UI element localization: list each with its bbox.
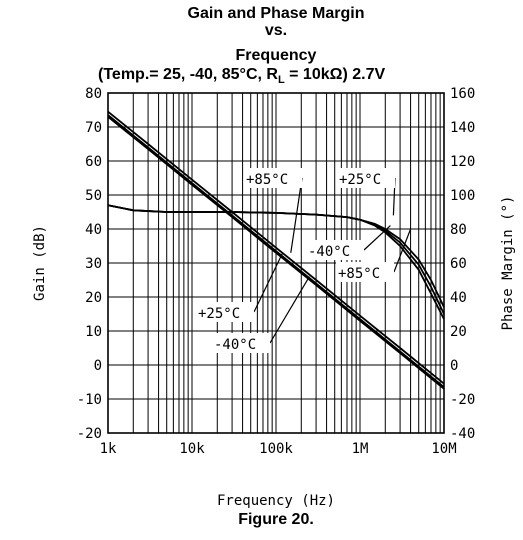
annotation-25c-gain: +25°C: [198, 306, 240, 322]
left-tick-label: 20: [85, 290, 102, 306]
right-tick-label: 100: [450, 188, 475, 204]
annotation-leader: [363, 225, 391, 251]
title-line-3: Frequency: [236, 47, 317, 64]
x-axis-ticks: 1k 10k 100k 1M 10M: [100, 441, 457, 457]
annotation-bg-3: [306, 240, 364, 260]
x-axis-label: Frequency (Hz): [217, 493, 335, 509]
title-line-2: vs.: [265, 22, 287, 39]
x-tick-label: 1k: [100, 441, 117, 457]
annotation-bg-6: [212, 333, 270, 353]
title-line-1: Gain and Phase Margin: [188, 5, 365, 22]
annotation-leader: [253, 252, 284, 313]
right-tick-label: 20: [450, 324, 467, 340]
left-tick-label: 0: [94, 358, 102, 374]
x-tick-label: 10M: [431, 441, 456, 457]
right-tick-label: 140: [450, 120, 475, 136]
curves: [107, 110, 445, 390]
right-tick-label: 0: [450, 358, 458, 374]
annotation-leader: [290, 177, 303, 253]
annotation-leaders: [253, 177, 412, 344]
y-axis-label-right: Phase Margin (°): [500, 196, 516, 331]
right-tick-label: 160: [450, 86, 475, 102]
left-tick-label: 50: [85, 188, 102, 204]
left-tick-label: 60: [85, 154, 102, 170]
title-line-4: (Temp.= 25, -40, 85°C, RL = 10kΩ) 2.7V: [98, 66, 385, 86]
title-line-4-subscript: L: [278, 74, 285, 86]
title-line-4-part-1: (Temp.= 25, -40, 85°C, R: [98, 66, 278, 83]
figure-caption: Figure 20.: [238, 511, 314, 528]
title-line-4-part-3: = 10kΩ) 2.7V: [285, 66, 386, 83]
left-tick-label: 30: [85, 256, 102, 272]
annotation-bg-5: [196, 302, 254, 322]
phase-curve: [107, 204, 445, 320]
gain-curve: [107, 114, 445, 388]
annotation-25c-top: +25°C: [339, 172, 381, 188]
annotation-bg-2: [337, 168, 395, 188]
annotation-bg-4: [336, 262, 394, 282]
plot-frame: [107, 92, 445, 434]
right-axis-ticks: 160 140 120 100 80 60 40 20 0 -20 -40: [450, 86, 475, 442]
annotation-minus40c-phase: -40°C: [308, 244, 350, 260]
chart-title: Gain and Phase Margin vs. Frequency (Tem…: [98, 5, 385, 86]
right-tick-label: 120: [450, 154, 475, 170]
left-tick-label: 10: [85, 324, 102, 340]
gain-curve: [107, 116, 445, 390]
left-tick-label: 70: [85, 120, 102, 136]
annotation-minus40c-gain: -40°C: [214, 337, 256, 353]
annotation-85c-phase: +85°C: [338, 266, 380, 282]
right-tick-label: -20: [450, 392, 475, 408]
right-tick-label: -40: [450, 426, 475, 442]
left-tick-label: 80: [85, 86, 102, 102]
left-tick-label: 40: [85, 222, 102, 238]
x-tick-label: 1M: [352, 441, 369, 457]
x-tick-label: 10k: [179, 441, 205, 457]
right-tick-label: 40: [450, 290, 467, 306]
annotation-leader: [269, 276, 310, 344]
left-axis-ticks: 80 70 60 50 40 30 20 10 0 -10 -20: [77, 86, 102, 442]
annotation-leader: [393, 228, 412, 273]
y-axis-label-left: Gain (dB): [32, 225, 48, 301]
x-tick-label: 100k: [259, 441, 293, 457]
annotation-bg-1: [244, 168, 302, 188]
left-tick-label: -20: [77, 426, 102, 442]
annotation-85c-top: +85°C: [246, 172, 288, 188]
right-tick-label: 60: [450, 256, 467, 272]
gain-curve: [107, 110, 445, 385]
left-tick-label: -10: [77, 392, 102, 408]
right-tick-label: 80: [450, 222, 467, 238]
annotations: +85°C +25°C -40°C +85°C +25°C -40°C: [196, 168, 395, 353]
